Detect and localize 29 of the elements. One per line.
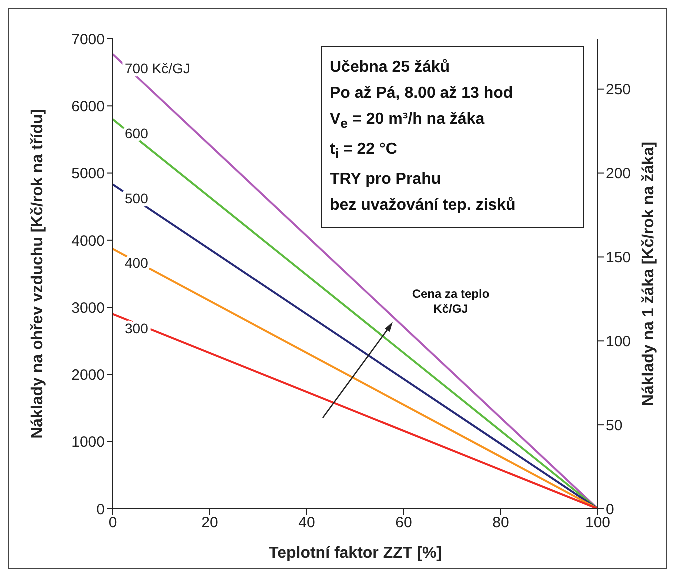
y-tick-label: 4000 — [72, 232, 105, 250]
annotation: TRY pro Prahu — [330, 171, 442, 188]
annotation: t$_{i}$ = 22 °C — [330, 141, 398, 162]
x-tick-label: 60 — [396, 514, 412, 532]
annotation: Učebna 25 žáků — [330, 59, 450, 76]
y2-axis-title: Náklady na 1 žáka [Kč/rok na žáka] — [640, 142, 658, 406]
annotation: bez uvažování tep. zisků — [330, 197, 516, 214]
x-tick-label: 20 — [202, 514, 218, 532]
y-tick-label: 6000 — [72, 98, 105, 116]
y-tick-label: 3000 — [72, 300, 105, 317]
annotation: V$_{e}$ = 20 m³/h na žáka — [330, 111, 485, 132]
y2-tick-label: 250 — [606, 82, 632, 99]
y2-tick-label: 50 — [606, 417, 623, 434]
y-tick-label: 0 — [96, 501, 105, 518]
x-tick-label: 80 — [492, 514, 510, 532]
x-axis-title: Teplotní faktor ZZT [%] — [268, 545, 442, 562]
x-tick-label: 0 — [108, 514, 118, 532]
x-tick-label: 40 — [298, 514, 316, 532]
y-axis-title: Náklady na ohřev vzduchu [Kč/rok na třídu] — [30, 109, 47, 439]
annotation: Po až Pá, 8.00 až 13 hod — [330, 85, 514, 102]
y-tick-label: 2000 — [72, 367, 105, 384]
series-label: 300 — [125, 320, 149, 336]
y-tick-label: 1000 — [72, 434, 105, 452]
y-tick-label: 5000 — [72, 166, 105, 183]
y-tick-label: 7000 — [72, 31, 105, 48]
annotation: Cena za teplo Kč/GJ — [412, 287, 490, 316]
y2-tick-label: 150 — [606, 250, 632, 267]
y2-tick-label: 100 — [606, 333, 632, 350]
y2-tick-label: 200 — [606, 166, 632, 183]
